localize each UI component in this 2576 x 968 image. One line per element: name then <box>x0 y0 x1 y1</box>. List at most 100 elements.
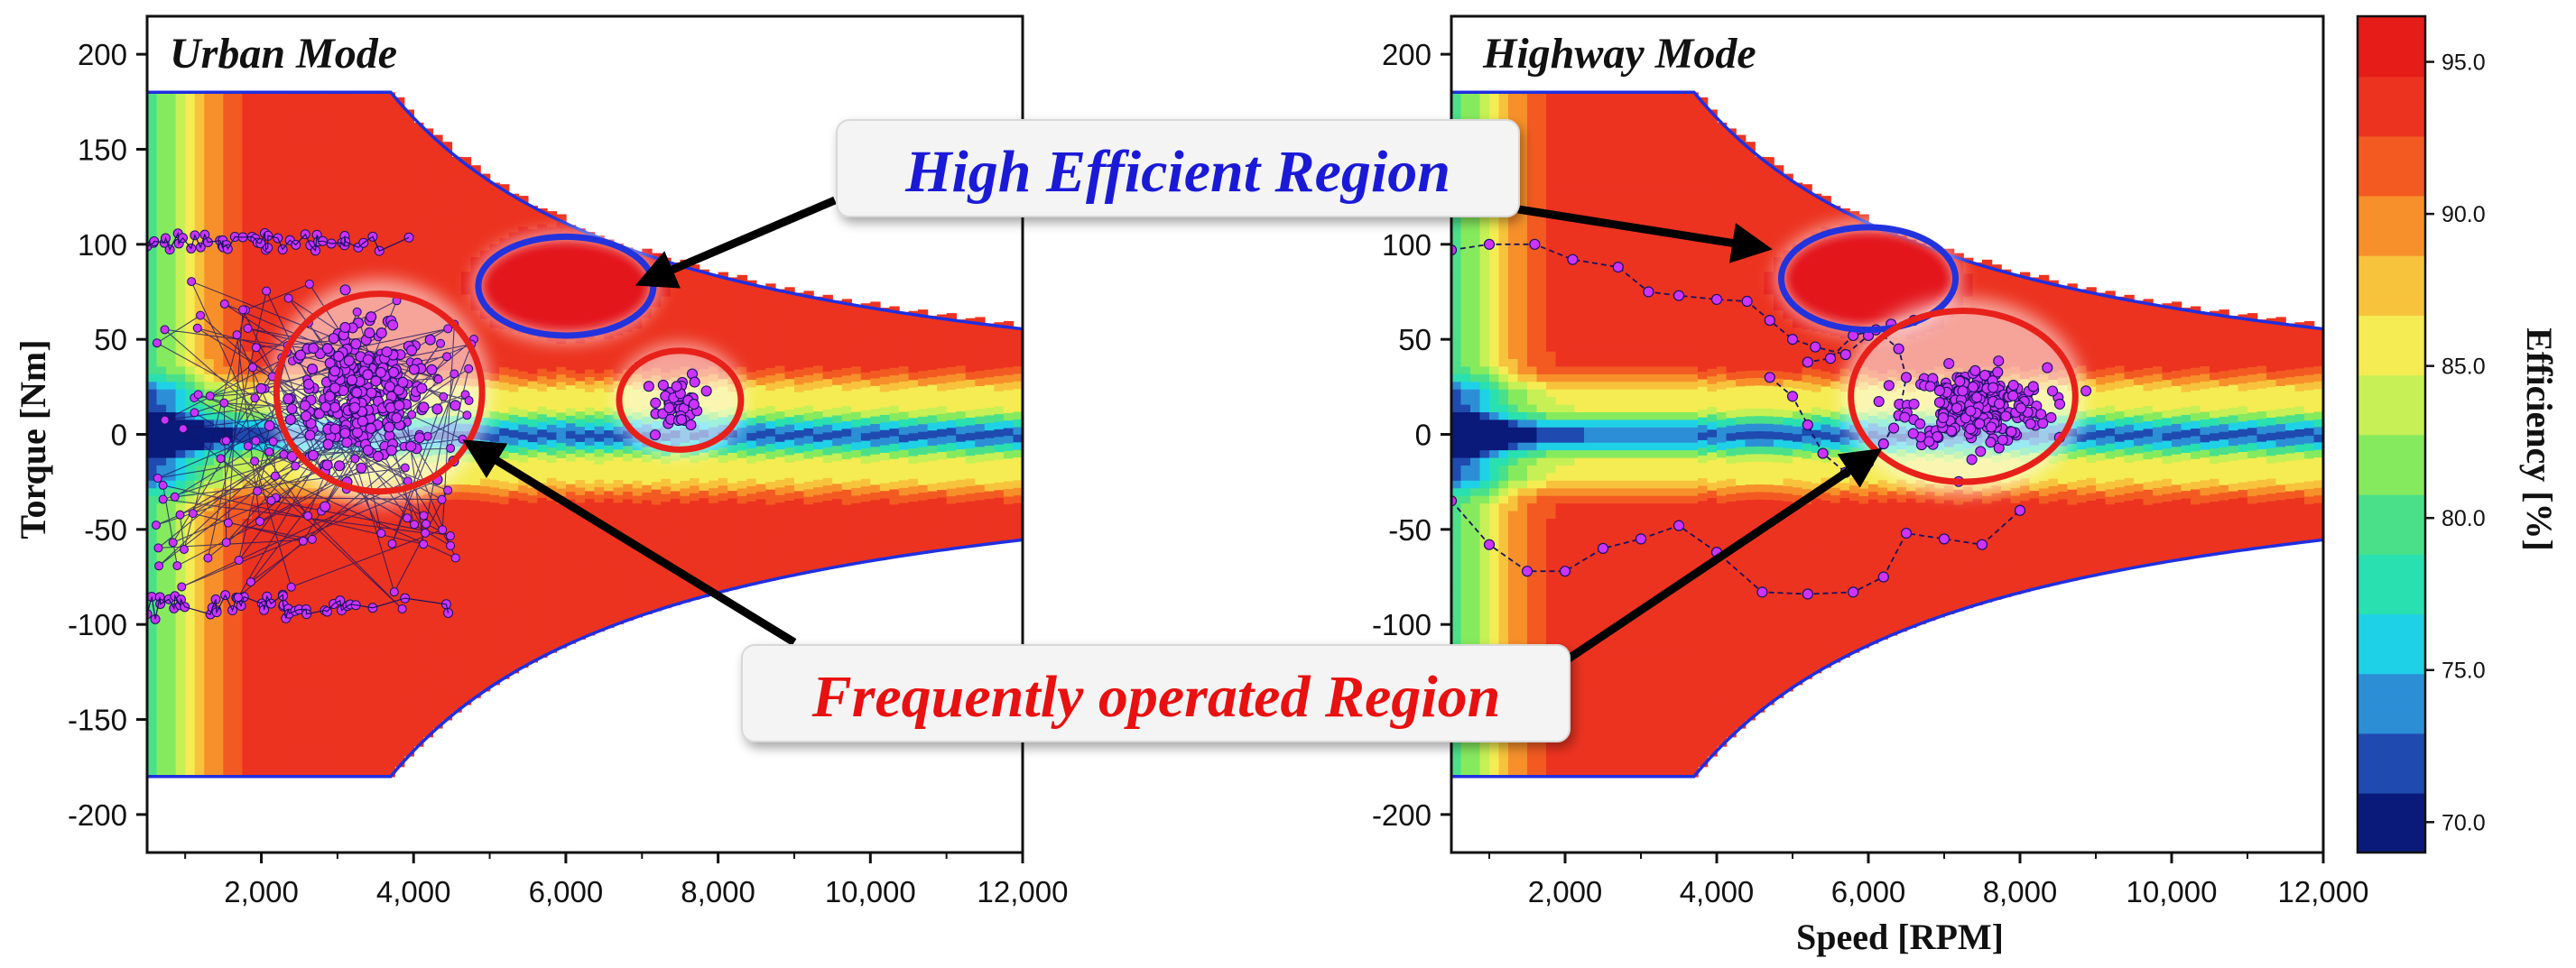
urban-map-cell <box>299 556 310 565</box>
urban-map-cell <box>185 282 196 291</box>
urban-map-cell <box>784 355 795 364</box>
urban-map-cell <box>261 123 272 132</box>
urban-map-cell <box>594 577 605 586</box>
urban-map-cell <box>737 434 747 443</box>
urban-map-cell <box>499 579 510 588</box>
urban-map-cell <box>175 161 186 170</box>
urban-map-cell <box>651 572 663 581</box>
urban-map-cell <box>194 494 205 504</box>
urban-map-cell <box>185 662 196 671</box>
urban-map-cell <box>527 548 538 557</box>
urban-map-cell <box>670 285 681 294</box>
urban-map-cell <box>299 700 310 709</box>
urban-map-cell <box>147 427 158 436</box>
urban-map-cell <box>537 391 548 400</box>
urban-map-cell <box>422 204 434 213</box>
urban-map-cell <box>290 578 301 587</box>
urban-map-cell <box>252 548 263 558</box>
urban-map-cell <box>527 419 538 428</box>
urban-map-cell <box>232 427 244 436</box>
urban-map-cell <box>366 274 376 283</box>
urban-map-cell <box>385 647 395 656</box>
urban-map-cell <box>774 539 786 549</box>
urban-map-cell <box>832 536 843 545</box>
urban-map-cell <box>309 769 320 778</box>
urban-map-cell <box>565 392 577 401</box>
urban-map-cell <box>632 465 643 474</box>
urban-map-cell <box>718 302 728 311</box>
urban-map-cell <box>337 753 348 762</box>
urban-map-cell <box>271 723 282 732</box>
urban-map-cell <box>232 198 244 207</box>
urban-map-cell <box>699 475 709 484</box>
urban-map-cell <box>175 274 186 283</box>
urban-map-cell <box>470 507 481 516</box>
urban-map-cell <box>375 229 386 238</box>
urban-map-cell <box>841 474 852 483</box>
urban-map-cell <box>460 514 472 523</box>
urban-map-cell <box>147 244 158 253</box>
urban-map-cell <box>565 475 577 484</box>
urban-map-cell <box>385 267 395 276</box>
urban-map-cell <box>765 435 776 445</box>
urban-map-cell <box>375 707 386 717</box>
urban-map-cell <box>175 123 186 132</box>
urban-map-cell <box>252 632 263 641</box>
urban-map-cell <box>499 366 510 375</box>
urban-map-cell <box>280 707 291 717</box>
urban-map-cell <box>261 662 272 671</box>
urban-map-cell <box>527 373 538 382</box>
urban-map-cell <box>357 183 367 192</box>
urban-map-cell <box>499 526 510 535</box>
urban-map-cell <box>432 530 443 539</box>
urban-map-cell <box>623 438 634 447</box>
urban-map-cell <box>556 640 567 649</box>
urban-map-cell <box>822 385 833 395</box>
urban-map-cell <box>441 636 453 645</box>
urban-map-cell <box>403 725 414 734</box>
urban-map-cell <box>385 723 395 732</box>
urban-map-cell <box>755 392 767 401</box>
urban-map-cell <box>366 616 376 625</box>
urban-map-cell <box>537 535 548 544</box>
urban-map-cell <box>252 403 263 412</box>
urban-map-cell <box>194 746 205 755</box>
urban-map-cell <box>252 753 263 762</box>
urban-map-cell <box>718 318 728 327</box>
urban-map-cell <box>271 525 282 534</box>
urban-map-cell <box>271 563 282 572</box>
urban-map-cell <box>813 555 824 564</box>
urban-map-cell <box>194 290 205 299</box>
urban-map-cell <box>613 448 624 457</box>
urban-map-cell <box>213 427 225 436</box>
urban-map-cell <box>252 647 263 656</box>
urban-map-cell <box>271 183 282 192</box>
urban-map-cell <box>746 288 757 297</box>
urban-map-cell <box>280 190 291 199</box>
urban-map-cell <box>746 348 757 357</box>
urban-map-cell <box>194 700 205 709</box>
urban-map-cell <box>337 769 348 778</box>
urban-map-cell <box>394 249 405 258</box>
urban-map-cell <box>290 152 301 161</box>
urban-map-cell <box>870 461 881 470</box>
urban-map-cell <box>280 206 291 215</box>
urban-map-cell <box>518 370 529 380</box>
urban-map-cell <box>661 318 672 327</box>
urban-map-cell <box>223 92 234 101</box>
urban-map-cell <box>242 427 253 436</box>
urban-map-cell <box>774 570 786 579</box>
urban-map-cell <box>280 99 291 108</box>
urban-map-cell <box>860 372 872 381</box>
urban-map-cell <box>546 500 558 509</box>
urban-map-cell <box>661 303 672 312</box>
urban-map-cell <box>422 585 434 594</box>
urban-map-cell <box>375 609 386 618</box>
urban-map-cell <box>147 434 158 443</box>
urban-map-cell <box>347 731 357 740</box>
urban-map-cell <box>413 267 424 276</box>
urban-map-cell <box>718 568 728 577</box>
urban-map-cell <box>242 335 253 345</box>
urban-map-cell <box>451 681 462 690</box>
urban-map-cell <box>147 411 158 420</box>
